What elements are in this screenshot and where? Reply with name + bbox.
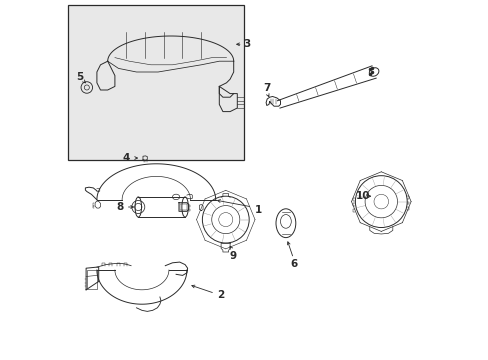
Text: 9: 9 bbox=[229, 251, 236, 261]
Bar bbox=[87, 270, 97, 289]
Bar bbox=[180, 204, 186, 210]
Text: 6: 6 bbox=[290, 259, 297, 269]
Text: 10: 10 bbox=[355, 191, 369, 201]
Text: 8: 8 bbox=[116, 202, 123, 212]
Text: 1: 1 bbox=[254, 204, 261, 215]
Bar bbox=[68, 5, 244, 160]
Text: 4: 4 bbox=[122, 153, 130, 163]
Text: 5: 5 bbox=[76, 72, 83, 82]
Text: 2: 2 bbox=[217, 290, 224, 300]
Text: 3: 3 bbox=[243, 39, 250, 49]
Text: 7: 7 bbox=[263, 83, 270, 93]
